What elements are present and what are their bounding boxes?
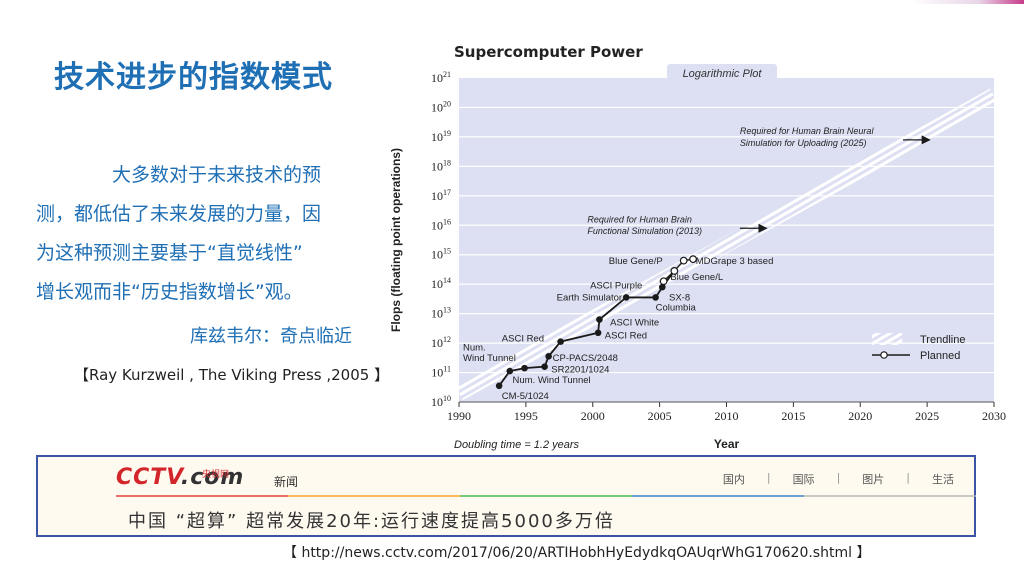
source-url: 【 http://news.cctv.com/2017/06/20/ARTIHo… <box>283 545 871 561</box>
trendline-band <box>455 88 998 401</box>
data-annotation: Blue Gene/L <box>670 272 723 283</box>
y-tick-label: 1018 <box>431 158 451 173</box>
actual-data-point <box>521 364 528 372</box>
y-axis-title: Flops (floating point operations) <box>389 148 403 332</box>
cctv-news-banner: CCTV.com 央视网 新闻 国内 | 国际 | 图片 | 生活 中国 “超算” 超… <box>36 455 976 537</box>
y-tick-label: 1016 <box>431 217 451 232</box>
chart-footnote: Doubling time = 1.2 years <box>454 439 580 451</box>
y-tick-label: 1013 <box>431 306 451 321</box>
x-tick-label: 2030 <box>982 409 1006 423</box>
actual-data-point <box>545 353 552 360</box>
cctv-section-label: 新闻 <box>274 475 299 489</box>
paragraph-line-2: 测，都低估了未来发展的力量，因 <box>36 203 322 225</box>
data-annotation: SX-8 <box>669 292 690 303</box>
y-tick-label: 1017 <box>431 188 451 203</box>
cctv-nav-item[interactable]: 国内 <box>722 473 745 486</box>
subtitle-tab <box>667 64 777 82</box>
x-tick-label: 2005 <box>648 409 672 423</box>
data-annotation: Wind Tunnel <box>463 353 516 364</box>
legend-trend-swatch <box>872 333 902 345</box>
x-tick-label: 1995 <box>514 409 538 423</box>
slide-paragraph: 大多数对于未来技术的预 测，都低估了未来发展的力量，因 为这种预测主要基于“直觉… <box>36 156 376 312</box>
x-tick-label: 2015 <box>781 409 805 423</box>
legend-planned-label: Planned <box>920 350 960 362</box>
data-annotation: CP-PACS/2048 <box>553 353 618 364</box>
planned-data-point <box>679 256 688 265</box>
cctv-nav-item[interactable]: 图片 <box>862 473 885 486</box>
y-tick-label: 1010 <box>431 394 451 409</box>
data-annotation: ASCI White <box>610 317 659 328</box>
paragraph-line-3: 为这种预测主要基于“直觉线性” <box>36 242 303 264</box>
x-tick-label: 2010 <box>715 409 739 423</box>
data-annotation: ASCI Purple <box>590 281 642 292</box>
actual-data-point <box>596 316 603 323</box>
legend-trend-label: Trendline <box>920 334 965 346</box>
paragraph-line-1: 大多数对于未来技术的预 <box>112 164 322 186</box>
reference-line: 【Ray Kurzweil , The Viking Press ,2005 】 <box>74 366 390 384</box>
x-tick-label: 2025 <box>915 409 939 423</box>
actual-data-point <box>495 382 503 390</box>
chart-subtitle: Logarithmic Plot <box>683 68 763 80</box>
data-annotation: Columbia <box>656 303 697 314</box>
y-tick-label: 1011 <box>431 365 451 380</box>
actual-data-point <box>506 367 514 375</box>
paragraph-line-4: 增长观而非“历史指数增长”观。 <box>36 281 303 303</box>
cctv-nav: 国内 | 国际 | 图片 | 生活 <box>722 471 954 486</box>
cctv-logo: CCTV.com <box>116 465 245 490</box>
data-annotation: SR2201/1024 <box>551 365 609 376</box>
planned-data-point <box>659 277 668 286</box>
supercomputer-power-chart: Logarithmic Plot 1010 1011 1012 1013 1014 1015… <box>389 64 1006 451</box>
data-annotation: Earth Simulator <box>557 292 622 303</box>
data-annotation: Functional Simulation (2013) <box>587 226 702 236</box>
slide-title: 技术进步的指数模式 <box>54 60 333 95</box>
top-corner-accent <box>910 0 1024 4</box>
actual-data-point <box>594 329 602 337</box>
data-annotation: Num. <box>463 343 486 354</box>
y-tick-label: 1012 <box>431 335 451 350</box>
legend-planned-marker <box>880 351 888 359</box>
data-annotation: Simulation for Uploading (2025) <box>740 138 867 148</box>
data-annotation: Required for Human Brain Neural <box>740 126 875 136</box>
cctv-logo-sub: 央视网 <box>202 470 230 480</box>
actual-data-point <box>557 338 564 345</box>
data-annotation: Required for Human Brain <box>587 214 692 224</box>
x-tick-label: 2000 <box>581 409 605 423</box>
planned-data-point <box>689 255 697 264</box>
data-annotation: ASCI Red <box>605 331 647 342</box>
author-line: 库兹韦尔：奇点临近 <box>190 326 352 347</box>
y-tick-label: 1014 <box>431 276 451 291</box>
data-annotation: ASCI Red <box>502 334 544 345</box>
chart-title: Supercomputer Power <box>454 43 643 61</box>
cctv-headline: 中国 “超算” 超常发展20年:运行速度提高5000多万倍 <box>128 511 615 532</box>
y-tick-label: 1015 <box>431 247 451 262</box>
y-tick-label: 1020 <box>431 99 451 114</box>
y-tick-label: 1019 <box>431 129 451 144</box>
actual-data-point <box>652 294 659 301</box>
planned-data-point <box>670 267 679 275</box>
x-tick-label: 2020 <box>848 409 872 423</box>
y-tick-label: 1021 <box>431 70 451 85</box>
actual-data-point <box>622 294 630 301</box>
x-axis-title: Year <box>714 437 740 451</box>
data-annotation: MDGrape 3 based <box>696 256 774 267</box>
data-annotation: CM-5/1024 <box>502 391 549 402</box>
data-annotation: Blue Gene/P <box>609 256 663 267</box>
data-annotation: Num. Wind Tunnel <box>513 375 591 386</box>
cctv-nav-item[interactable]: 生活 <box>932 473 954 486</box>
x-tick-label: 1990 <box>447 409 471 423</box>
cctv-color-rule <box>116 495 976 497</box>
cctv-nav-item[interactable]: 国际 <box>792 473 815 486</box>
actual-data-point <box>541 363 548 370</box>
